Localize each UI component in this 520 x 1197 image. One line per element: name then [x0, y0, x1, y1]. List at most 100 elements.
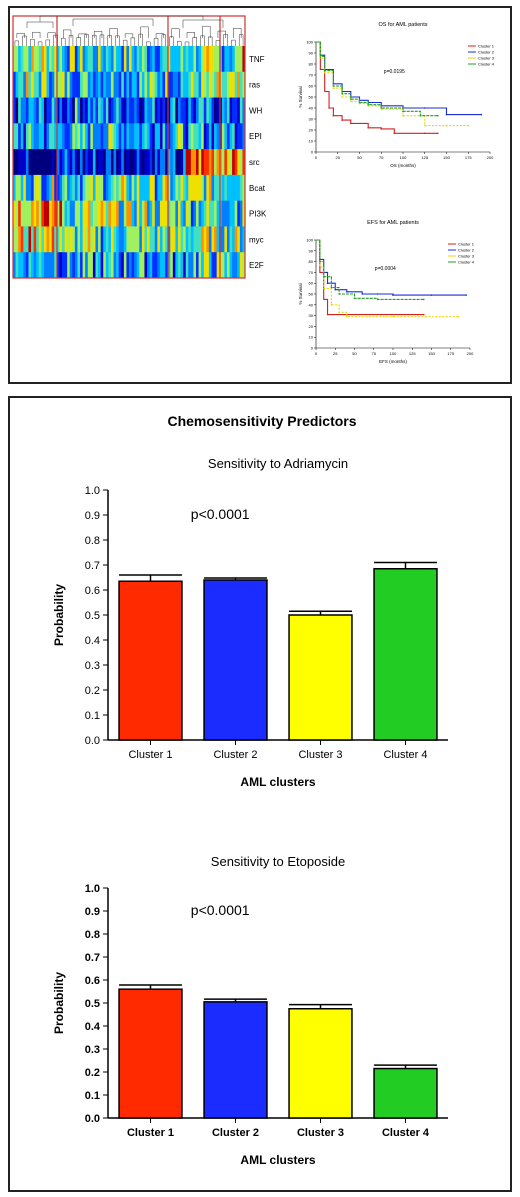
heatmap-cell: [224, 97, 228, 124]
heatmap-cell: [51, 97, 55, 124]
heatmap-cell: [80, 226, 83, 253]
heatmap-cell: [221, 174, 225, 202]
heatmap-cell: [36, 226, 40, 253]
heatmap-cell: [33, 46, 37, 73]
heatmap-cell: [69, 46, 73, 73]
heatmap-cell: [226, 226, 230, 253]
heatmap-cell: [216, 226, 220, 253]
km-y-tick-label: 0: [311, 150, 314, 155]
bar-category-label: Cluster 1: [128, 749, 172, 761]
heatmap-cell: [105, 252, 109, 279]
heatmap-cell: [36, 252, 40, 279]
km-legend-label: Cluster 3: [458, 254, 475, 259]
heatmap-cell: [162, 226, 166, 253]
heatmap-cell: [33, 226, 37, 253]
heatmap-cell: [67, 252, 71, 279]
heatmap-cell: [185, 252, 189, 279]
heatmap-cell: [162, 149, 166, 176]
km-y-tick-label: 90: [309, 248, 314, 253]
heatmap-cell: [74, 252, 78, 279]
heatmap-cell: [85, 123, 89, 150]
bar-y-tick-label: 0.9: [85, 906, 100, 918]
heatmap-cell: [170, 226, 174, 253]
heatmap-cell: [56, 200, 60, 227]
km-censor-mark: [480, 113, 483, 116]
heatmap-cell: [61, 97, 65, 124]
km-censor-mark: [402, 114, 404, 117]
heatmap-cell: [159, 97, 163, 124]
heatmap-cell: [36, 71, 40, 98]
heatmap-cell: [193, 149, 197, 176]
heatmap-cell: [33, 149, 37, 176]
heatmap-cell: [154, 149, 158, 176]
heatmap-cell: [59, 46, 63, 73]
heatmap-cell: [144, 226, 148, 253]
heatmap-cell: [110, 226, 114, 253]
heatmap-cell: [214, 71, 218, 98]
heatmap-cell: [33, 200, 37, 227]
heatmap-cell: [165, 123, 169, 150]
heatmap-cell: [211, 200, 215, 227]
heatmap-cell: [56, 46, 60, 73]
heatmap-cell: [193, 123, 197, 150]
heatmap-cell: [214, 97, 218, 124]
heatmap-cell: [77, 226, 81, 253]
heatmap-cell: [72, 97, 76, 124]
heatmap-cell: [170, 46, 174, 73]
heatmap-cell: [113, 46, 117, 73]
km-x-tick-label: 125: [421, 155, 428, 160]
heatmap-cell: [59, 252, 63, 279]
heatmap-cell: [224, 149, 228, 176]
heatmap-cell: [147, 226, 151, 253]
km-censor-mark: [358, 101, 361, 104]
heatmap-cell: [113, 97, 117, 124]
heatmap-cell: [175, 149, 179, 176]
heatmap-cell: [113, 226, 117, 253]
heatmap-cell: [110, 46, 114, 73]
heatmap-cell: [144, 97, 148, 124]
km-y-tick-label: 90: [309, 51, 314, 56]
heatmap-cell: [175, 200, 179, 227]
heatmap-cell: [144, 200, 148, 227]
heatmap-cell: [234, 226, 238, 253]
heatmap-cell: [87, 97, 91, 124]
heatmap-cell: [144, 123, 148, 150]
km-legend-label: Cluster 4: [478, 62, 495, 67]
bar-3: [288, 614, 353, 741]
heatmap-cell: [226, 149, 230, 176]
heatmap-row-label: EPI: [249, 132, 262, 141]
heatmap-cell: [74, 174, 78, 202]
heatmap-cell: [82, 252, 86, 279]
heatmap-cell: [134, 97, 138, 124]
km-censor-mark: [423, 313, 425, 316]
heatmap-cell: [224, 71, 228, 98]
heatmap-cell: [15, 200, 19, 227]
bar-category-label: Cluster 2: [212, 1127, 259, 1139]
heatmap-cell: [154, 252, 158, 279]
heatmap-cell: [134, 149, 138, 176]
heatmap-cell: [59, 174, 63, 202]
heatmap-cell: [18, 200, 22, 227]
heatmap-cell: [28, 97, 32, 124]
heatmap-cell: [180, 123, 184, 150]
heatmap-cell: [56, 174, 60, 202]
heatmap-cell: [49, 226, 53, 253]
heatmap-cell: [149, 149, 153, 176]
heatmap-cell: [175, 71, 179, 98]
heatmap-cell: [190, 71, 194, 98]
heatmap-cell: [20, 200, 24, 227]
heatmap-cell: [95, 71, 99, 98]
heatmap-cell: [18, 252, 22, 279]
heatmap-cell: [23, 46, 27, 73]
heatmap-cell: [33, 97, 37, 124]
heatmap-cell: [226, 252, 230, 279]
heatmap-cell: [180, 252, 184, 279]
heatmap-cell: [208, 46, 212, 73]
heatmap-cell: [190, 226, 194, 253]
heatmap-cell: [123, 123, 127, 150]
heatmap-cell: [226, 71, 230, 98]
km-censor-mark: [445, 113, 448, 116]
heatmap-cell: [38, 71, 42, 98]
heatmap-cell: [139, 252, 143, 279]
heatmap-cell: [46, 149, 50, 176]
